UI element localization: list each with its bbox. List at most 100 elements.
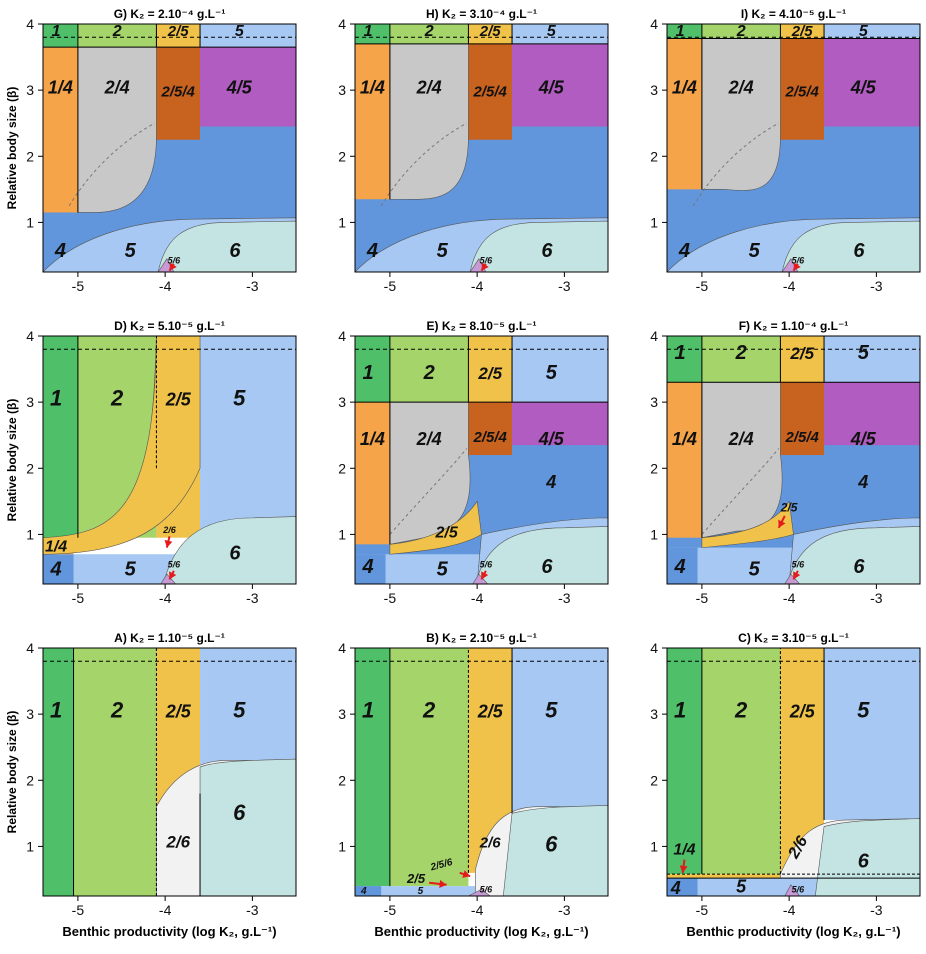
region bbox=[73, 648, 157, 896]
region-label: 1/4 bbox=[360, 429, 385, 449]
x-tick-label: -4 bbox=[783, 278, 796, 294]
plot-frame bbox=[354, 335, 609, 585]
arrow-head-icon bbox=[169, 262, 177, 271]
y-tick-label: 1 bbox=[338, 838, 346, 854]
region-label: 2 bbox=[422, 697, 436, 722]
region-6 bbox=[469, 220, 608, 272]
x-tick-label: -3 bbox=[558, 902, 571, 918]
arrow-head-icon bbox=[164, 539, 173, 548]
region-2-5-small bbox=[389, 500, 482, 555]
region-label: 2/4 bbox=[416, 429, 442, 449]
y-tick-label: 2 bbox=[338, 460, 346, 476]
region-label: 5/6 bbox=[480, 559, 494, 569]
region-2-4 bbox=[77, 46, 157, 213]
region-label: 4/5 bbox=[850, 429, 877, 449]
region-label: 2 bbox=[734, 697, 748, 722]
region bbox=[355, 336, 390, 403]
region-label: 5/6 bbox=[792, 885, 806, 895]
region-label: 6 bbox=[853, 240, 865, 262]
region-label: 2/5/4 bbox=[785, 84, 820, 101]
region-label: 2/5 bbox=[477, 364, 502, 383]
dashed-boundary bbox=[68, 122, 155, 207]
region-label: 6 bbox=[233, 800, 246, 825]
y-tick-label: 1 bbox=[338, 526, 346, 542]
plot-frame bbox=[42, 647, 297, 897]
region bbox=[780, 38, 825, 140]
region-label: 4 bbox=[857, 472, 868, 492]
panel-title: I) K₂ = 4.10⁻⁵ g.L⁻¹ bbox=[741, 7, 846, 21]
region-label: 4 bbox=[360, 886, 367, 897]
region-label: 2/5 bbox=[434, 525, 458, 542]
region bbox=[468, 336, 513, 403]
arrow-head-icon bbox=[439, 879, 447, 888]
region-label: 5 bbox=[749, 240, 761, 262]
y-tick-label: 2 bbox=[338, 772, 346, 788]
region-2-4 bbox=[389, 43, 469, 200]
region-label: 6 bbox=[541, 240, 553, 262]
panel-C: 1 2 2/5 52/661/44 5 5/6C) K₂ = 3.10⁻⁵ g.L⁻¹-5… bbox=[650, 631, 921, 939]
x-axis-label: Benthic productivity (log K₂, g.L⁻¹) bbox=[686, 924, 900, 939]
y-tick-label: 2 bbox=[26, 460, 34, 476]
x-tick-label: -4 bbox=[783, 902, 796, 918]
region bbox=[824, 336, 920, 383]
x-tick-label: -4 bbox=[471, 902, 484, 918]
plot-frame bbox=[354, 23, 609, 273]
region-label: 5 bbox=[418, 886, 424, 897]
region-label: 5/6 bbox=[792, 255, 806, 265]
arrow-head-icon bbox=[481, 262, 489, 271]
region-label: 2 bbox=[110, 697, 124, 722]
region bbox=[701, 336, 781, 383]
region bbox=[43, 47, 78, 213]
region-label: 5 bbox=[736, 877, 747, 897]
panel-title: F) K₂ = 1.10⁻⁴ g.L⁻¹ bbox=[739, 319, 849, 333]
y-tick-label: 1 bbox=[26, 526, 34, 542]
y-tick-label: 4 bbox=[26, 328, 34, 344]
y-tick-label: 3 bbox=[338, 394, 346, 410]
region-label: 1/4 bbox=[45, 539, 67, 556]
plot-frame bbox=[666, 647, 921, 897]
region-label: 5 bbox=[235, 23, 245, 40]
region-label: 6 bbox=[229, 240, 241, 262]
region bbox=[512, 648, 608, 814]
plot-frame bbox=[42, 335, 297, 585]
region bbox=[824, 648, 920, 820]
panel-title: B) K₂ = 2.10⁻⁵ g.L⁻¹ bbox=[426, 631, 537, 645]
region-label: 6 bbox=[229, 543, 241, 565]
region-label: 4/5 bbox=[538, 429, 565, 449]
region-label: 2 bbox=[112, 23, 122, 40]
region-label: 2/5 bbox=[479, 23, 502, 40]
region-label: 4 bbox=[50, 558, 62, 580]
x-tick-label: -3 bbox=[558, 278, 571, 294]
region bbox=[77, 24, 157, 48]
region-label: 5 bbox=[125, 558, 137, 580]
x-tick-label: -3 bbox=[558, 590, 571, 606]
x-tick-label: -3 bbox=[870, 902, 883, 918]
region bbox=[468, 43, 513, 140]
y-tick-label: 4 bbox=[650, 328, 658, 344]
region-label: 5 bbox=[857, 697, 870, 722]
region-label: 1 bbox=[674, 697, 686, 722]
y-tick-label: 3 bbox=[650, 706, 658, 722]
region-label: 5 bbox=[858, 342, 870, 364]
region bbox=[780, 382, 825, 456]
region-label: 2/6 bbox=[162, 525, 177, 535]
arrow-head-icon bbox=[169, 571, 177, 580]
region-label: 2 bbox=[736, 23, 746, 40]
region-6 bbox=[787, 526, 920, 584]
region-label: 4 bbox=[678, 240, 690, 262]
panel-I: 1 2 2/5 5 1/4 2/4 2/5/4 4/5 4 5 6 5/6 I) K₂ = 4.10⁻⁵… bbox=[650, 7, 921, 294]
region-label: 2/5 bbox=[167, 23, 190, 40]
region-6 bbox=[781, 220, 920, 272]
region bbox=[468, 24, 513, 44]
region-label: 2/5 bbox=[789, 344, 814, 363]
y-tick-label: 1 bbox=[650, 214, 658, 230]
y-tick-label: 4 bbox=[338, 16, 346, 32]
region-label: 2 bbox=[423, 362, 435, 384]
region bbox=[824, 38, 920, 127]
y-axis-label: Relative body size (β) bbox=[5, 399, 19, 522]
plot-frame bbox=[354, 647, 609, 897]
region-label: 4 bbox=[362, 556, 374, 578]
region-label: 6 bbox=[545, 832, 558, 857]
panel-title: H) K₂ = 3.10⁻⁴ g.L⁻¹ bbox=[426, 7, 537, 21]
region bbox=[43, 554, 74, 584]
